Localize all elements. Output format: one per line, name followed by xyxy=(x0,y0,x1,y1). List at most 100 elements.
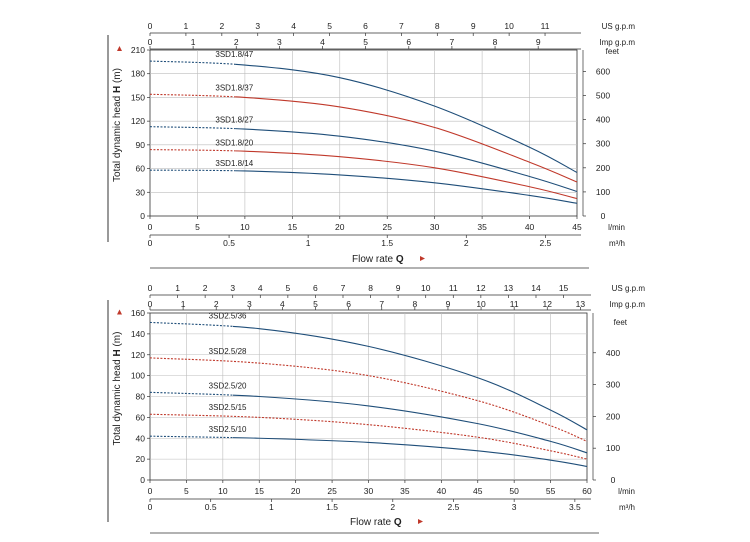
imp-tick-label: 11 xyxy=(510,299,519,309)
imp-tick-label: 6 xyxy=(406,37,411,47)
y-axis-title-prefix: Total dynamic head xyxy=(112,357,123,446)
y-axis-arrow-icon xyxy=(117,46,122,51)
m3-tick-label: 0.5 xyxy=(223,238,235,248)
feet-tick-label: 100 xyxy=(606,443,620,453)
x-axis-title-bold: Q xyxy=(394,517,402,528)
imp-tick-label: 1 xyxy=(191,37,196,47)
series-line-dashed xyxy=(150,149,236,152)
imp-tick-label: 3 xyxy=(247,299,252,309)
imp-unit-label: Imp g.p.m xyxy=(609,300,645,309)
x-tick-label: 15 xyxy=(288,222,298,232)
us-tick-label: 0 xyxy=(148,21,153,31)
feet-tick-label: 400 xyxy=(596,115,610,125)
series-label: 3SD1.8/47 xyxy=(215,50,253,59)
x-tick-label: 40 xyxy=(525,222,535,232)
y-axis-title: Total dynamic head H (m) xyxy=(112,68,123,182)
y-tick-label: 40 xyxy=(136,433,146,443)
x-axis-title-bold: Q xyxy=(396,254,404,265)
series-line-dashed xyxy=(150,169,236,172)
y-tick-label: 60 xyxy=(136,164,146,174)
series-label: 3SD2.5/10 xyxy=(209,425,247,434)
imp-tick-label: 2 xyxy=(214,299,219,309)
x-tick-label: 55 xyxy=(546,486,556,496)
feet-tick-label: 200 xyxy=(596,163,610,173)
imp-tick-label: 5 xyxy=(313,299,318,309)
imp-tick-label: 8 xyxy=(412,299,417,309)
series-label: 3SD2.5/36 xyxy=(209,311,247,320)
us-tick-label: 14 xyxy=(531,283,541,293)
y-tick-label: 120 xyxy=(131,116,145,126)
x-tick-label: 40 xyxy=(437,486,447,496)
us-tick-label: 4 xyxy=(291,21,296,31)
imp-tick-label: 9 xyxy=(446,299,451,309)
x-tick-label: 30 xyxy=(364,486,374,496)
series-label: 3SD1.8/37 xyxy=(215,83,253,92)
us-tick-label: 6 xyxy=(313,283,318,293)
x-axis-title: Flow rate Q xyxy=(352,254,404,265)
us-tick-label: 12 xyxy=(476,283,486,293)
us-tick-label: 1 xyxy=(184,21,189,31)
x-axis-title: Flow rate Q xyxy=(350,517,402,528)
us-tick-label: 3 xyxy=(230,283,235,293)
series-line xyxy=(235,150,578,200)
m3-tick-label: 2.5 xyxy=(539,238,551,248)
series-label: 3SD1.8/14 xyxy=(215,159,253,168)
x-tick-label: 35 xyxy=(400,486,410,496)
us-tick-label: 4 xyxy=(258,283,263,293)
us-tick-label: 13 xyxy=(504,283,514,293)
imp-tick-label: 0 xyxy=(148,299,153,309)
us-tick-label: 3 xyxy=(255,21,260,31)
x-tick-label: 35 xyxy=(477,222,487,232)
x-tick-label: 50 xyxy=(509,486,519,496)
y-tick-label: 100 xyxy=(131,371,145,381)
x-tick-label: 30 xyxy=(430,222,440,232)
m3-tick-label: 2.5 xyxy=(448,502,460,512)
imp-tick-label: 12 xyxy=(543,299,553,309)
y-tick-label: 0 xyxy=(140,211,145,221)
series-line xyxy=(235,170,578,204)
y-tick-label: 20 xyxy=(136,454,146,464)
series-line xyxy=(233,325,588,431)
feet-tick-label: 0 xyxy=(611,475,616,485)
us-tick-label: 8 xyxy=(435,21,440,31)
us-tick-label: 15 xyxy=(559,283,569,293)
y-tick-label: 150 xyxy=(131,92,145,102)
m3-tick-label: 2 xyxy=(390,502,395,512)
us-tick-label: 0 xyxy=(148,283,153,293)
us-tick-label: 7 xyxy=(399,21,404,31)
x-axis-title-prefix: Flow rate xyxy=(350,517,394,528)
y-axis-arrow-icon xyxy=(117,309,122,315)
series-label: 3SD1.8/27 xyxy=(215,116,253,125)
y-axis-title-bold: H xyxy=(112,349,123,356)
imp-tick-label: 6 xyxy=(346,299,351,309)
feet-tick-label: 100 xyxy=(596,187,610,197)
y-tick-label: 80 xyxy=(136,392,146,402)
us-tick-label: 11 xyxy=(449,283,458,293)
imp-tick-label: 7 xyxy=(450,37,455,47)
series-line xyxy=(233,415,588,460)
y-tick-label: 60 xyxy=(136,412,146,422)
feet-tick-label: 300 xyxy=(596,139,610,149)
feet-unit-label: feet xyxy=(606,47,620,56)
us-tick-label: 5 xyxy=(285,283,290,293)
x-axis-arrow-icon xyxy=(418,519,423,524)
series-line xyxy=(235,128,578,193)
x-tick-label: 0 xyxy=(148,222,153,232)
y-axis-title-bold: H xyxy=(112,86,123,93)
us-tick-label: 11 xyxy=(541,21,550,31)
series-label: 3SD2.5/28 xyxy=(209,347,247,356)
imp-tick-label: 13 xyxy=(576,299,586,309)
imp-tick-label: 5 xyxy=(363,37,368,47)
us-tick-label: 9 xyxy=(471,21,476,31)
feet-tick-label: 600 xyxy=(596,66,610,76)
imp-tick-label: 4 xyxy=(280,299,285,309)
feet-tick-label: 400 xyxy=(606,348,620,358)
m3-tick-label: 1.5 xyxy=(326,502,338,512)
chart-3sd18: 03060901201501802100100200300400500600fe… xyxy=(107,21,635,269)
m3-tick-label: 2 xyxy=(464,238,469,248)
y-axis-title-prefix: Total dynamic head xyxy=(112,93,123,182)
us-tick-label: 7 xyxy=(341,283,346,293)
x-tick-label: 45 xyxy=(572,222,582,232)
x-axis-arrow-icon xyxy=(420,256,425,261)
imp-tick-label: 0 xyxy=(148,37,153,47)
